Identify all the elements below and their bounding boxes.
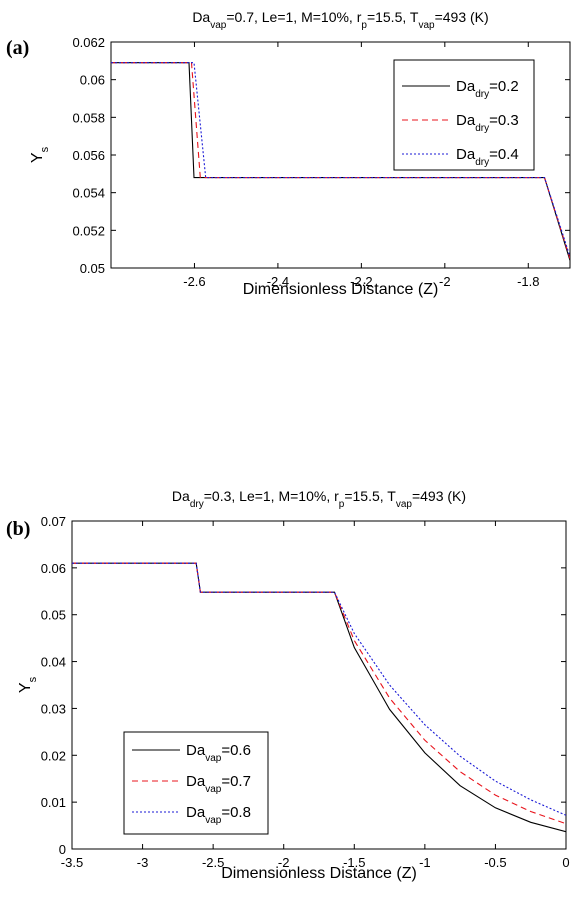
x-tick-label: -1 bbox=[419, 855, 431, 870]
series-line-3 bbox=[72, 562, 566, 816]
series-group bbox=[72, 562, 566, 833]
y-tick-label: 0.06 bbox=[80, 73, 105, 88]
chart-panel-b: Dadry=0.3, Le=1, M=10%, rp=15.5, Tvap=49… bbox=[6, 488, 570, 882]
series-line-2 bbox=[72, 562, 566, 825]
y-tick-label: 0.04 bbox=[41, 655, 66, 670]
legend-label-subscript: vap bbox=[205, 784, 222, 795]
legend-label-main: Da bbox=[186, 773, 206, 790]
y-tick-label: 0.058 bbox=[72, 110, 105, 125]
title-subscript: p bbox=[361, 20, 367, 31]
panel-label: (b) bbox=[6, 518, 30, 540]
title-part: =493 (K) bbox=[412, 488, 466, 504]
x-tick-label: -3.5 bbox=[61, 855, 83, 870]
title-part: =15.5, T bbox=[367, 9, 419, 25]
panel-label: (a) bbox=[6, 37, 29, 59]
legend-label-subscript: dry bbox=[475, 123, 489, 134]
y-label-subscript: s bbox=[27, 676, 39, 682]
title-part: =15.5, T bbox=[344, 488, 396, 504]
x-tick-label: -3 bbox=[137, 855, 149, 870]
title-part: Da bbox=[192, 9, 210, 25]
chart-title: Dadry=0.3, Le=1, M=10%, rp=15.5, Tvap=49… bbox=[172, 488, 466, 510]
title-subscript: vap bbox=[418, 20, 435, 31]
chart-title: Davap=0.7, Le=1, M=10%, rp=15.5, Tvap=49… bbox=[192, 9, 488, 31]
y-axis-label: Ys bbox=[29, 146, 51, 163]
x-tick-label: -2.5 bbox=[202, 855, 224, 870]
legend-label-value: =0.7 bbox=[221, 773, 251, 790]
x-axis-label: Dimensionless Distance (Z) bbox=[221, 865, 417, 882]
legend-label-main: Da bbox=[456, 78, 476, 95]
legend-label-2: Dadry=0.3 bbox=[456, 112, 519, 134]
chart-panel-a: Davap=0.7, Le=1, M=10%, rp=15.5, Tvap=49… bbox=[6, 9, 571, 298]
legend-label-value: =0.8 bbox=[221, 804, 251, 821]
legend-label-subscript: vap bbox=[205, 753, 222, 764]
legend-label-1: Davap=0.6 bbox=[186, 742, 251, 764]
y-tick-label: 0.02 bbox=[41, 748, 66, 763]
x-tick-label: -2.6 bbox=[183, 274, 205, 289]
legend-label-1: Dadry=0.2 bbox=[456, 78, 519, 100]
y-tick-label: 0.07 bbox=[41, 514, 66, 529]
title-part: =0.3, Le=1, M=10%, r bbox=[204, 488, 339, 504]
legend-label-main: Da bbox=[186, 742, 206, 759]
legend-label-3: Dadry=0.4 bbox=[456, 146, 519, 168]
x-tick-label: -2 bbox=[439, 274, 451, 289]
y-tick-label: 0.05 bbox=[41, 608, 66, 623]
plot-frame bbox=[71, 520, 567, 850]
y-axis-label: Ys bbox=[17, 676, 39, 693]
y-tick-label: 0 bbox=[59, 842, 66, 857]
legend-label-main: Da bbox=[456, 146, 476, 163]
x-tick-label: 0 bbox=[562, 855, 569, 870]
title-subscript: p bbox=[339, 499, 345, 510]
legend-label-2: Davap=0.7 bbox=[186, 773, 251, 795]
title-part: Da bbox=[172, 488, 190, 504]
legend-label-value: =0.4 bbox=[489, 146, 519, 163]
y-tick-label: 0.062 bbox=[72, 35, 105, 50]
x-tick-label: -2 bbox=[278, 855, 290, 870]
legend-label-value: =0.6 bbox=[221, 742, 251, 759]
legend-label-main: Da bbox=[456, 112, 476, 129]
title-subscript: dry bbox=[190, 499, 204, 510]
y-tick-label: 0.01 bbox=[41, 795, 66, 810]
y-label-main: Y bbox=[29, 152, 46, 163]
y-tick-label: 0.03 bbox=[41, 701, 66, 716]
title-subscript: vap bbox=[210, 20, 227, 31]
y-tick-label: 0.056 bbox=[72, 148, 105, 163]
legend-label-subscript: dry bbox=[475, 157, 489, 168]
x-tick-label: -1.5 bbox=[343, 855, 365, 870]
title-subscript: vap bbox=[396, 499, 413, 510]
x-tick-label: -0.5 bbox=[484, 855, 506, 870]
x-tick-label: -1.8 bbox=[517, 274, 539, 289]
legend-label-subscript: vap bbox=[205, 815, 222, 826]
legend-label-subscript: dry bbox=[475, 89, 489, 100]
series-group bbox=[111, 62, 570, 261]
legend-box bbox=[393, 59, 535, 171]
y-label-main: Y bbox=[17, 682, 34, 693]
legend-label-main: Da bbox=[186, 804, 206, 821]
y-tick-label: 0.054 bbox=[72, 186, 105, 201]
legend-label-value: =0.2 bbox=[489, 78, 519, 95]
legend-label-value: =0.3 bbox=[489, 112, 519, 129]
y-tick-label: 0.05 bbox=[80, 261, 105, 276]
y-tick-label: 0.052 bbox=[72, 223, 105, 238]
x-tick-label: -2.4 bbox=[267, 274, 289, 289]
x-axis-label: Dimensionless Distance (Z) bbox=[243, 281, 439, 298]
y-label-subscript: s bbox=[39, 146, 51, 152]
series-line-3 bbox=[111, 62, 570, 257]
title-part: =493 (K) bbox=[435, 9, 489, 25]
title-part: =0.7, Le=1, M=10%, r bbox=[226, 9, 361, 25]
legend-label-3: Davap=0.8 bbox=[186, 804, 251, 826]
legend-box bbox=[123, 731, 269, 835]
x-tick-label: -2.2 bbox=[350, 274, 372, 289]
y-tick-label: 0.06 bbox=[41, 561, 66, 576]
